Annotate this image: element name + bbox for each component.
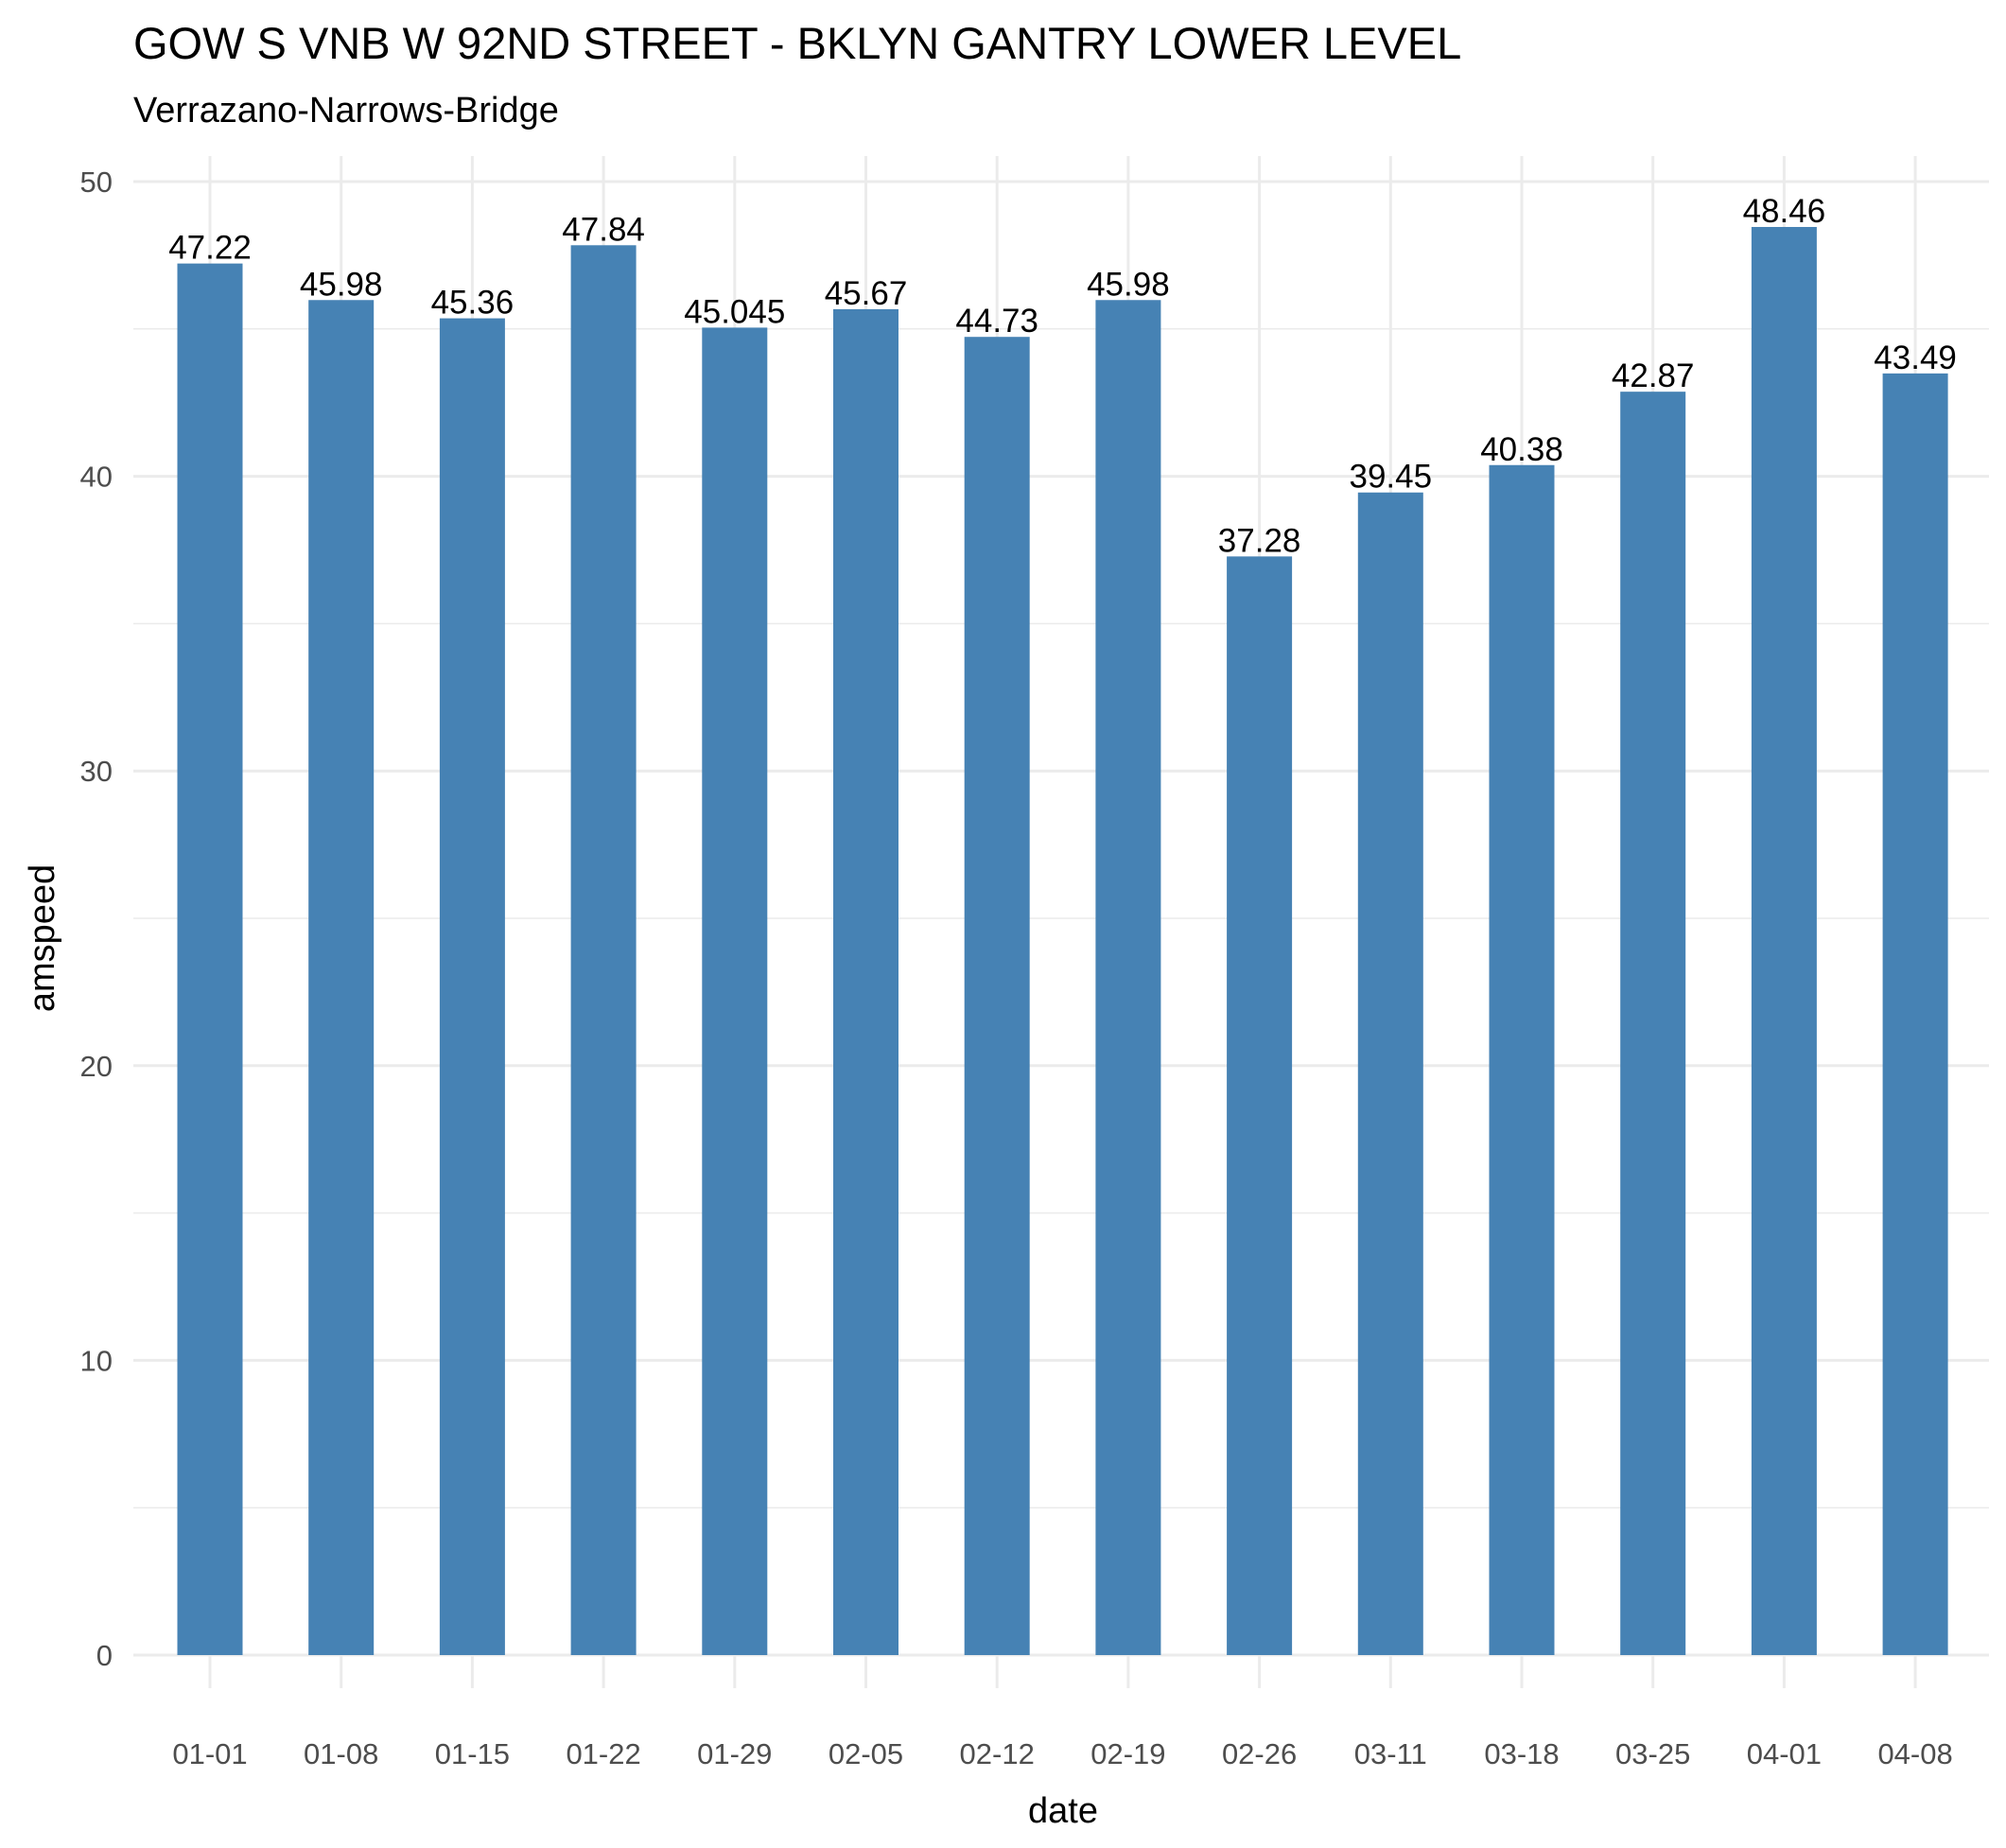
x-tick-label: 03-11: [1354, 1737, 1427, 1770]
bars: [177, 226, 1948, 1656]
x-tick-label: 01-22: [566, 1737, 640, 1770]
x-tick-label: 02-26: [1222, 1737, 1297, 1770]
x-axis-title: date: [1028, 1791, 1098, 1831]
x-tick-label: 01-08: [304, 1737, 378, 1770]
bar-value-label: 47.22: [168, 230, 252, 267]
x-tick-label: 01-01: [172, 1737, 247, 1770]
bar: [833, 308, 898, 1655]
x-tick-label: 01-15: [435, 1737, 510, 1770]
bar-value-labels: 47.22 45.98 45.36 47.84 45.045 45.67 44.73 45.9…: [168, 193, 1957, 559]
y-tick-label: 0: [96, 1639, 113, 1672]
x-axis-ticks: 01-01 01-08 01-15 01-22 01-29 02-05 02-12 02-19…: [172, 1737, 1952, 1770]
bar: [1227, 556, 1293, 1655]
bar-value-label: 45.98: [1087, 266, 1170, 303]
bar: [570, 245, 637, 1655]
bar: [964, 337, 1030, 1656]
chart-title: GOW S VNB W 92ND STREET - BKLYN GANTRY L…: [133, 18, 1461, 68]
bar: [177, 263, 243, 1656]
bar-value-label: 44.73: [955, 303, 1038, 340]
bar-value-label: 37.28: [1218, 522, 1301, 559]
y-tick-label: 50: [80, 166, 113, 199]
bar-value-label: 39.45: [1350, 459, 1433, 496]
y-axis-title: amspeed: [23, 864, 62, 1012]
x-tick-label: 03-25: [1615, 1737, 1690, 1770]
bar: [1357, 492, 1423, 1655]
bar-value-label: 45.67: [825, 275, 908, 312]
y-axis-ticks: 0 10 20 30 40 50: [80, 166, 113, 1672]
x-tick-label: 02-19: [1090, 1737, 1165, 1770]
x-tick-label: 01-29: [697, 1737, 772, 1770]
bar-value-label: 45.98: [300, 266, 383, 303]
bar-value-label: 45.045: [684, 293, 785, 330]
bar: [702, 327, 768, 1655]
x-tick-label: 02-05: [829, 1737, 903, 1770]
x-tick-label: 03-18: [1484, 1737, 1559, 1770]
bar: [1751, 226, 1817, 1655]
bar: [1489, 464, 1555, 1656]
y-tick-label: 10: [80, 1344, 113, 1377]
bar: [308, 300, 375, 1656]
x-tick-label: 04-01: [1747, 1737, 1822, 1770]
bar-value-label: 42.87: [1612, 357, 1695, 394]
y-tick-label: 30: [80, 755, 113, 788]
bar-value-label: 48.46: [1743, 193, 1826, 230]
bar-value-label: 45.36: [431, 285, 515, 322]
bar: [1882, 373, 1948, 1656]
bar: [1095, 300, 1161, 1656]
bar: [1620, 392, 1686, 1656]
bar-value-label: 43.49: [1874, 340, 1957, 376]
chart-subtitle: Verrazano-Narrows-Bridge: [133, 91, 559, 131]
y-tick-label: 20: [80, 1050, 113, 1083]
y-tick-label: 40: [80, 461, 113, 494]
x-tick-label: 02-12: [960, 1737, 1035, 1770]
bar: [439, 318, 505, 1655]
bar-value-label: 47.84: [562, 211, 645, 248]
bar-value-label: 40.38: [1480, 431, 1563, 468]
x-tick-label: 04-08: [1877, 1737, 1952, 1770]
